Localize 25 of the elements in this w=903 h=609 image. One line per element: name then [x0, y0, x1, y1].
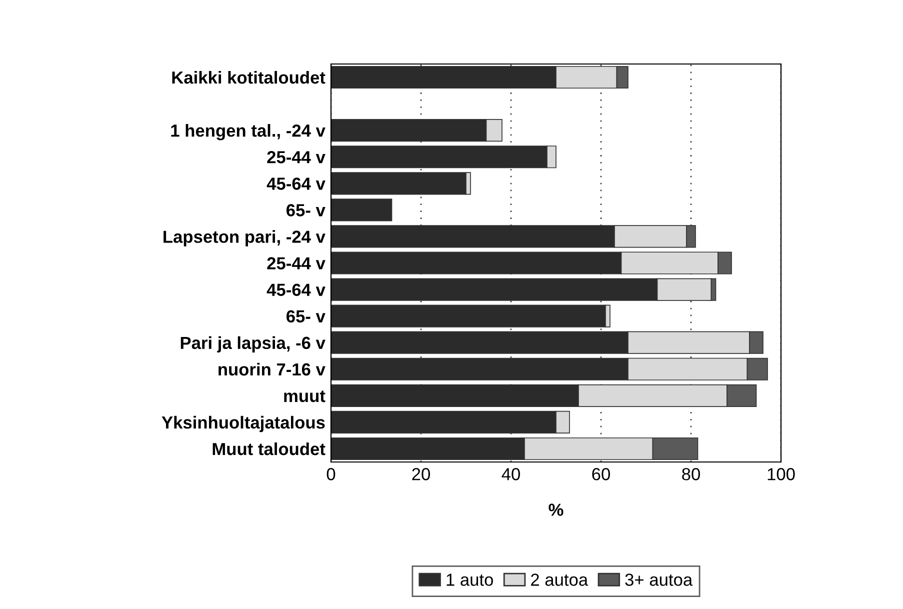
x-tick-label: 80 [682, 468, 700, 480]
y-tick-label: Lapseton pari, -24 v [164, 230, 326, 246]
y-tick-label: 1 hengen tal., -24 v [171, 124, 326, 140]
y-tick-label: Yksinhuoltajatalous [162, 416, 325, 432]
y-tick-label: 25-44 v [267, 151, 326, 164]
x-tick-label: 60 [592, 468, 610, 480]
y-tick-label: Kaikki kotitaloudet [172, 70, 326, 84]
legend-label: 2 autoa [531, 574, 588, 586]
x-tick-label: 100 [768, 468, 795, 480]
x-tick-label: 0 [326, 468, 336, 480]
legend-label: 3+ autoa [625, 574, 693, 586]
y-tick-label: 25-44 v [267, 257, 326, 270]
legend-label: 1 auto [446, 574, 493, 586]
x-axis-title: % [548, 504, 564, 516]
y-tick-label: muut [284, 390, 326, 402]
y-tick-label: 65- v [286, 204, 326, 216]
x-tick-label: 40 [502, 468, 520, 480]
bar [331, 198, 392, 222]
y-tick-label: Pari ja lapsia, -6 v [180, 336, 326, 352]
y-tick-label: nuorin 7-16 v [218, 362, 326, 376]
y-tick-label: Muut taloudet [212, 442, 326, 456]
y-tick-label: 45-64 v [266, 178, 326, 190]
x-tick-label: 20 [412, 468, 430, 480]
y-tick-label: 45-64 v [266, 284, 326, 296]
y-tick-label: 65- v [286, 310, 326, 323]
